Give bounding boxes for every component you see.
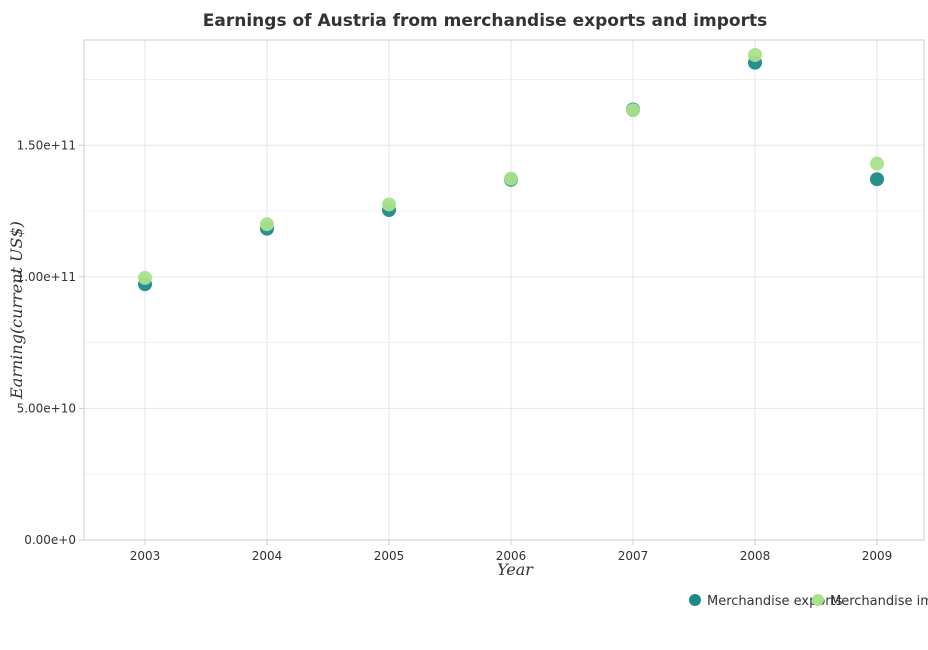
y-axis-label: Earning(current US$) (7, 221, 26, 400)
x-tick-label: 2007 (618, 549, 649, 563)
x-tick-label: 2008 (740, 549, 771, 563)
x-tick-label: 2009 (862, 549, 893, 563)
y-tick-label: 5.00e+10 (17, 401, 76, 415)
legend-marker (812, 594, 824, 606)
x-tick-label: 2003 (130, 549, 161, 563)
export-point (870, 172, 884, 186)
legend-entry: Merchandise imports (830, 594, 928, 609)
x-tick-label: 2005 (374, 549, 405, 563)
axes: 2003 2004 2005 2006 2007 2008 20090.00e+05.00e… (17, 40, 924, 563)
import-point (138, 271, 152, 285)
x-tick-label: 2004 (252, 549, 283, 563)
import-point (504, 172, 518, 186)
import-point (626, 103, 640, 117)
x-axis-label: Year (497, 560, 534, 579)
y-tick-label: 1.50e+11 (17, 138, 76, 152)
import-point (870, 157, 884, 171)
y-tick-label: 0.00e+0 (24, 533, 76, 547)
plot-frame (84, 40, 924, 540)
import-point (382, 197, 396, 211)
legend-marker (689, 594, 701, 606)
import-point (748, 48, 762, 62)
import-point (260, 217, 274, 231)
grid (84, 40, 924, 540)
chart-title: Earnings of Austria from merchandise exp… (203, 11, 767, 31)
